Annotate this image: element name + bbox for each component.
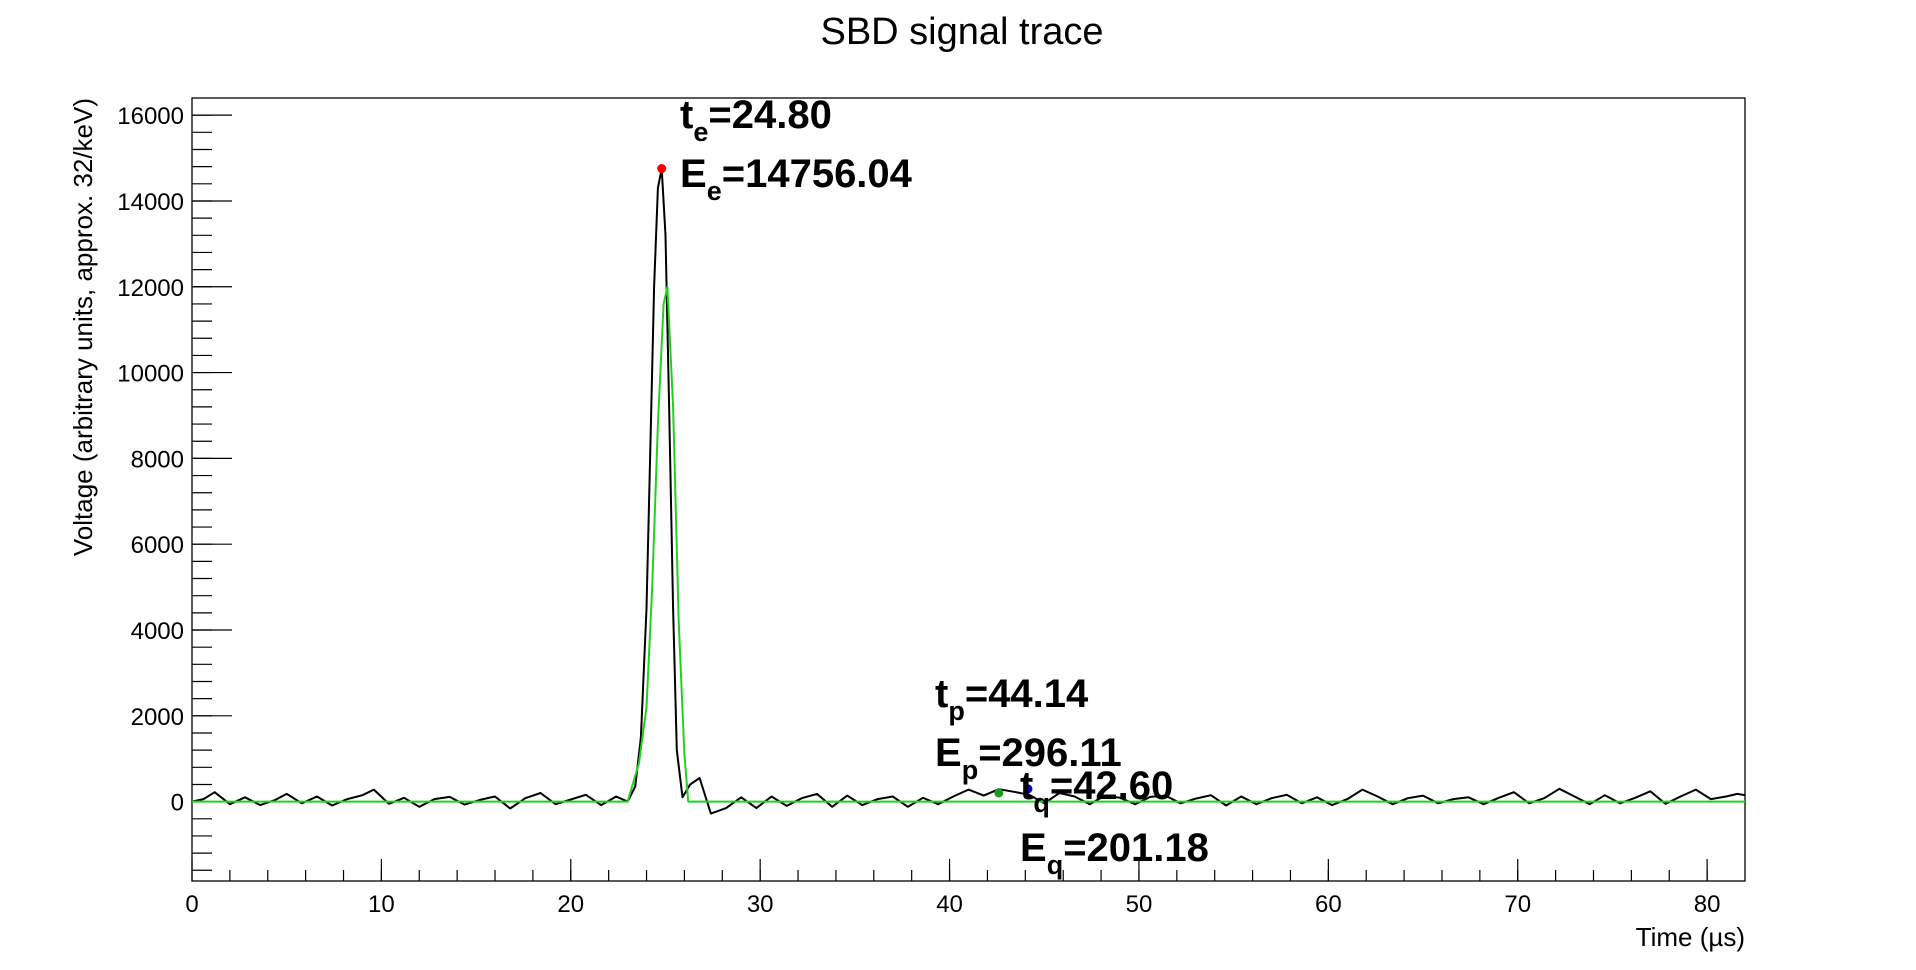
x-tick-label: 70	[1504, 891, 1531, 918]
annotation-tp: tp=44.14	[935, 672, 1089, 726]
series-line-0	[191, 167, 1746, 815]
y-tick-label: 0	[171, 790, 184, 817]
x-axis-ticks: 0 10 20 30 40 50 60 70 80	[185, 859, 1720, 918]
chart-title: SBD signal trace	[820, 11, 1103, 53]
marker-layer	[657, 164, 1033, 798]
y-tick-label: 6000	[131, 532, 184, 559]
marker-e	[657, 164, 667, 174]
x-tick-label: 20	[557, 891, 584, 918]
x-tick-label: 50	[1126, 891, 1153, 918]
x-tick-label: 30	[747, 891, 774, 918]
marker-p	[994, 788, 1004, 798]
series-layer	[191, 167, 1746, 815]
annotation-ep: Ep=296.11	[935, 731, 1122, 785]
x-tick-label: 40	[936, 891, 963, 918]
series-line-1	[192, 285, 1745, 803]
plot-frame	[191, 97, 1746, 882]
y-tick-label: 2000	[131, 704, 184, 731]
annotation-tq: tq=42.60	[1020, 764, 1173, 818]
x-tick-label: 80	[1694, 891, 1721, 918]
x-axis-label: Time (µs)	[1636, 922, 1745, 952]
x-tick-label: 0	[185, 891, 198, 918]
y-axis-ticks: 0 2000 4000 6000 8000 10000 12000 14000 16000	[117, 103, 232, 817]
y-tick-label: 10000	[117, 361, 184, 388]
y-tick-label: 14000	[117, 189, 184, 216]
x-tick-label: 10	[368, 891, 395, 918]
annotation-eq: Eq=201.18	[1020, 826, 1209, 880]
x-tick-label: 60	[1315, 891, 1342, 918]
marker-q	[1023, 784, 1033, 794]
annotation-te: te=24.80	[680, 93, 832, 147]
y-tick-label: 4000	[131, 618, 184, 645]
y-axis-label: Voltage (arbitrary units, approx. 32/keV…	[68, 98, 98, 556]
y-tick-label: 8000	[131, 446, 184, 473]
annotation-ee: Ee=14756.04	[680, 152, 913, 206]
y-tick-label: 16000	[117, 103, 184, 130]
y-tick-label: 12000	[117, 275, 184, 302]
